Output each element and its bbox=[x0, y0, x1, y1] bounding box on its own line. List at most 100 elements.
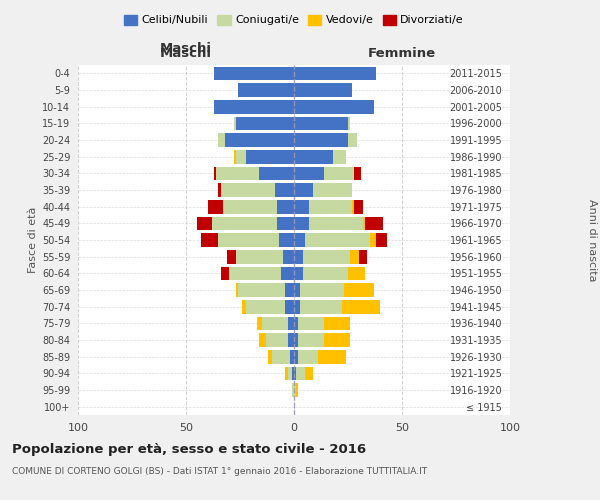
Text: Popolazione per età, sesso e stato civile - 2016: Popolazione per età, sesso e stato civil… bbox=[12, 442, 366, 456]
Bar bbox=[294, 366, 296, 380]
Bar bbox=[218, 233, 279, 247]
Bar bbox=[214, 166, 216, 180]
Bar bbox=[287, 333, 294, 347]
Bar bbox=[262, 316, 287, 330]
Bar bbox=[359, 250, 367, 264]
Text: Maschi: Maschi bbox=[160, 42, 212, 54]
Bar bbox=[236, 283, 238, 297]
Bar bbox=[212, 216, 277, 230]
Bar bbox=[363, 216, 365, 230]
Bar bbox=[242, 300, 247, 314]
Bar bbox=[257, 316, 262, 330]
Bar bbox=[221, 183, 275, 197]
Bar bbox=[324, 166, 355, 180]
Bar bbox=[294, 333, 298, 347]
Bar bbox=[294, 150, 333, 164]
Bar bbox=[294, 383, 296, 397]
Text: Maschi: Maschi bbox=[160, 47, 212, 60]
Bar bbox=[268, 350, 272, 364]
Bar bbox=[313, 183, 352, 197]
Bar bbox=[365, 216, 383, 230]
Bar bbox=[214, 100, 294, 114]
Bar bbox=[294, 116, 348, 130]
Bar bbox=[294, 300, 301, 314]
Bar bbox=[333, 150, 346, 164]
Bar bbox=[294, 283, 301, 297]
Bar bbox=[348, 116, 350, 130]
Bar bbox=[302, 266, 348, 280]
Y-axis label: Fasce di età: Fasce di età bbox=[28, 207, 38, 273]
Bar bbox=[277, 216, 294, 230]
Bar bbox=[281, 266, 294, 280]
Text: COMUNE DI CORTENO GOLGI (BS) - Dati ISTAT 1° gennaio 2016 - Elaborazione TUTTITA: COMUNE DI CORTENO GOLGI (BS) - Dati ISTA… bbox=[12, 468, 427, 476]
Bar bbox=[294, 166, 324, 180]
Bar bbox=[225, 133, 294, 147]
Bar bbox=[355, 166, 361, 180]
Bar bbox=[294, 233, 305, 247]
Bar bbox=[294, 100, 374, 114]
Bar bbox=[305, 366, 313, 380]
Bar bbox=[277, 200, 294, 213]
Legend: Celibi/Nubili, Coniugati/e, Vedovi/e, Divorziati/e: Celibi/Nubili, Coniugati/e, Vedovi/e, Di… bbox=[124, 14, 464, 26]
Bar bbox=[294, 183, 313, 197]
Bar bbox=[236, 150, 247, 164]
Bar bbox=[259, 166, 294, 180]
Bar bbox=[318, 350, 346, 364]
Bar bbox=[292, 366, 294, 380]
Bar bbox=[305, 233, 370, 247]
Bar bbox=[348, 266, 365, 280]
Bar bbox=[214, 66, 294, 80]
Bar bbox=[218, 133, 225, 147]
Bar bbox=[301, 300, 341, 314]
Bar bbox=[290, 350, 294, 364]
Bar bbox=[287, 366, 292, 380]
Bar bbox=[272, 350, 290, 364]
Bar bbox=[247, 300, 286, 314]
Bar bbox=[236, 250, 283, 264]
Bar bbox=[294, 266, 302, 280]
Bar bbox=[324, 333, 350, 347]
Bar bbox=[286, 283, 294, 297]
Bar bbox=[376, 233, 387, 247]
Bar bbox=[298, 350, 318, 364]
Bar bbox=[286, 300, 294, 314]
Bar bbox=[350, 250, 359, 264]
Bar bbox=[208, 200, 223, 213]
Bar bbox=[238, 283, 286, 297]
Bar bbox=[352, 200, 355, 213]
Bar bbox=[294, 83, 352, 97]
Bar bbox=[227, 250, 236, 264]
Bar bbox=[294, 250, 302, 264]
Bar bbox=[218, 183, 221, 197]
Bar bbox=[348, 133, 356, 147]
Text: Femmine: Femmine bbox=[368, 47, 436, 60]
Bar bbox=[287, 316, 294, 330]
Bar bbox=[302, 250, 350, 264]
Bar bbox=[233, 116, 236, 130]
Bar bbox=[279, 233, 294, 247]
Bar bbox=[370, 233, 376, 247]
Bar bbox=[201, 233, 218, 247]
Bar bbox=[294, 66, 376, 80]
Text: Anni di nascita: Anni di nascita bbox=[587, 198, 597, 281]
Bar bbox=[294, 350, 298, 364]
Bar bbox=[296, 366, 305, 380]
Bar bbox=[221, 266, 229, 280]
Bar bbox=[298, 316, 324, 330]
Bar bbox=[294, 216, 309, 230]
Bar bbox=[355, 200, 363, 213]
Bar bbox=[236, 116, 294, 130]
Bar bbox=[296, 383, 298, 397]
Bar bbox=[238, 83, 294, 97]
Bar bbox=[229, 266, 281, 280]
Bar bbox=[266, 333, 287, 347]
Bar bbox=[309, 200, 352, 213]
Bar bbox=[341, 300, 380, 314]
Bar bbox=[309, 216, 363, 230]
Bar bbox=[294, 200, 309, 213]
Bar bbox=[197, 216, 212, 230]
Bar bbox=[324, 316, 350, 330]
Bar bbox=[344, 283, 374, 297]
Bar bbox=[275, 183, 294, 197]
Bar bbox=[223, 200, 277, 213]
